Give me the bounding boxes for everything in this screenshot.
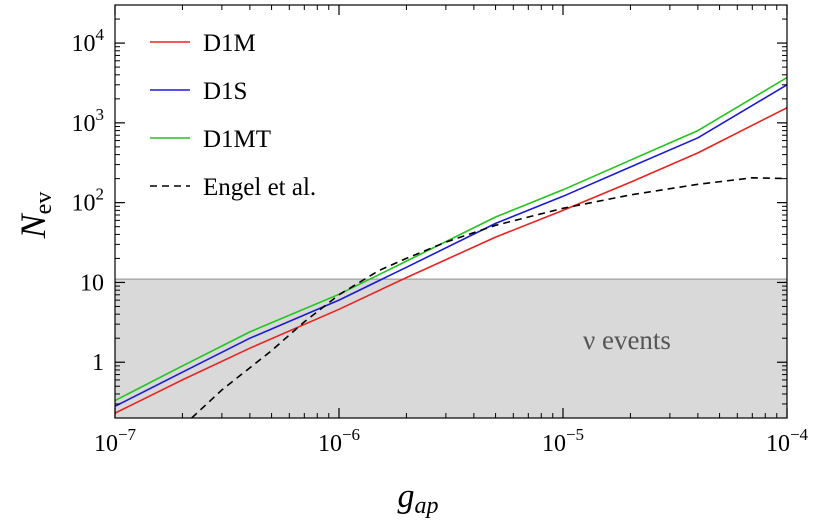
series-line-engel-et-al <box>191 177 787 418</box>
y-axis-label: Nev <box>13 192 57 240</box>
y-tick-label: 104 <box>72 25 105 57</box>
shaded-rect <box>115 279 787 418</box>
x-axis-label: gap <box>398 478 439 519</box>
legend-label: D1S <box>203 78 247 105</box>
shaded-region-label: ν events <box>583 325 671 355</box>
y-tick-label: 10 <box>80 270 104 296</box>
series-line-d1s <box>115 84 787 408</box>
series-line-d1m <box>115 106 787 414</box>
x-tick-label: 10−7 <box>94 425 137 457</box>
legend: D1M D1S D1MT Engel et al. <box>150 30 316 201</box>
legend-label: D1MT <box>203 126 271 153</box>
x-tick-label: 10−5 <box>542 425 584 457</box>
tick-layer: 10−7 10−6 10−5 10−4 1 10 102 103 104 <box>72 4 809 457</box>
legend-label: D1M <box>203 30 256 57</box>
plot-frame <box>114 4 788 419</box>
x-tick-label: 10−6 <box>318 425 360 457</box>
series-layer <box>115 76 787 418</box>
y-tick-label: 1 <box>92 350 104 376</box>
shaded-region <box>115 278 787 418</box>
x-tick-label: 10−4 <box>766 425 809 457</box>
y-tick-label: 103 <box>72 105 105 137</box>
series-line-d1mt <box>115 76 787 402</box>
legend-label: Engel et al. <box>203 174 316 201</box>
y-tick-label: 102 <box>72 185 105 217</box>
